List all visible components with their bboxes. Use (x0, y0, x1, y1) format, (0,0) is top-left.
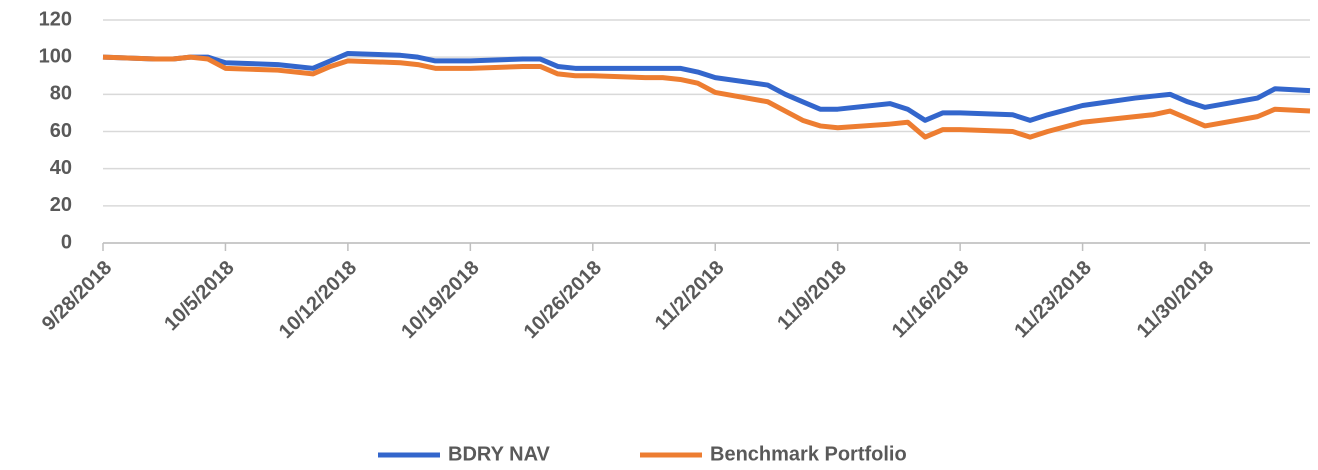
x-tick-label: 11/9/2018 (773, 257, 851, 335)
x-tick-label: 11/30/2018 (1133, 257, 1219, 343)
y-tick-label: 80 (50, 83, 72, 105)
x-tick-label: 11/2/2018 (651, 257, 729, 335)
legend-item: BDRY NAV (378, 443, 551, 465)
x-tick-label: 9/28/2018 (38, 257, 116, 335)
x-tick-label: 11/16/2018 (888, 257, 974, 343)
y-tick-label: 20 (50, 194, 72, 216)
x-tick-label: 10/5/2018 (160, 257, 238, 335)
y-tick-label: 0 (61, 231, 72, 253)
x-tick-label: 10/19/2018 (397, 257, 483, 343)
y-tick-label: 40 (50, 157, 72, 179)
series-line (102, 50, 1311, 123)
x-tick-label: 11/23/2018 (1010, 257, 1096, 343)
legend-item: Benchmark Portfolio (640, 443, 907, 465)
legend-label: BDRY NAV (448, 443, 551, 465)
x-tick-label: 10/26/2018 (520, 257, 606, 343)
x-tick-label: 10/12/2018 (275, 257, 361, 343)
y-tick-label: 100 (39, 45, 72, 67)
series-line (102, 54, 1311, 140)
y-tick-label: 120 (39, 8, 72, 30)
legend-label: Benchmark Portfolio (710, 443, 907, 465)
y-tick-label: 60 (50, 120, 72, 142)
